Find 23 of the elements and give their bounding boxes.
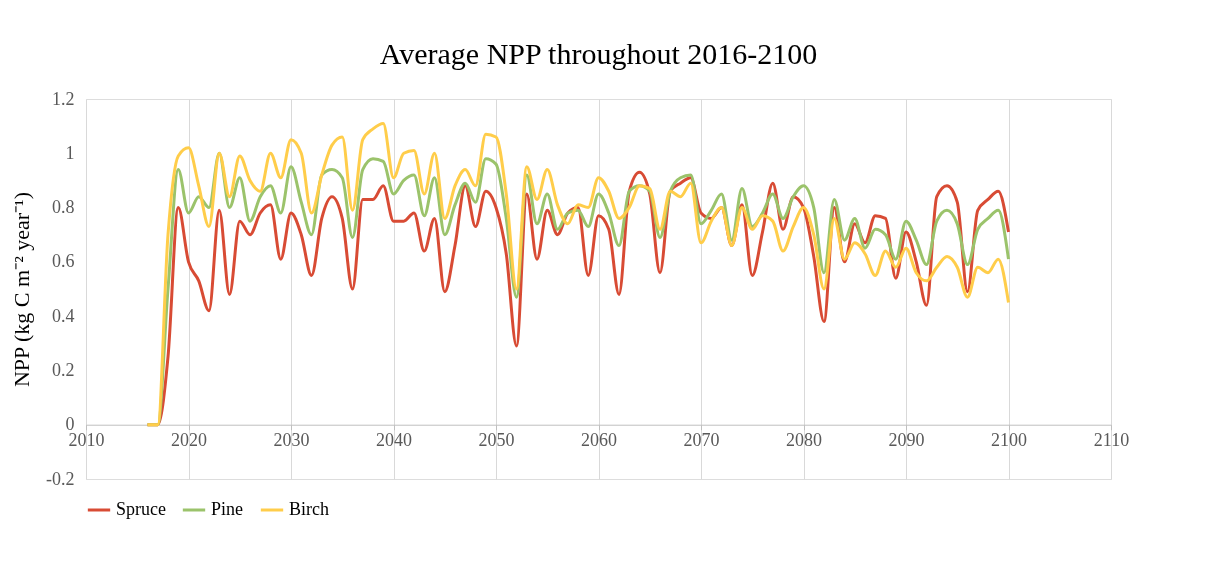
y-tick-label: 1.2 — [52, 88, 75, 109]
x-tick-label: 2040 — [376, 430, 412, 451]
y-tick-label: 0.4 — [52, 305, 75, 326]
x-tick-label: 2020 — [171, 430, 207, 451]
x-tick-label: 2090 — [888, 430, 925, 451]
x-tick-label: 2060 — [581, 430, 617, 451]
y-tick-label: -0.2 — [46, 468, 75, 489]
legend-label: Pine — [211, 499, 244, 519]
x-tick-label: 2070 — [683, 430, 720, 451]
legend-label: Birch — [289, 499, 329, 519]
x-tick-label: 2110 — [1093, 430, 1130, 451]
y-tick-label: 0.8 — [52, 197, 75, 218]
y-tick-label: 0.6 — [52, 251, 75, 272]
x-tick-label: 2010 — [68, 430, 105, 451]
x-tick-label: 2030 — [273, 430, 310, 451]
y-axis-title: NPP (kg C m⁻² year⁻¹) — [9, 191, 35, 388]
y-tick-label: 0.2 — [52, 359, 75, 380]
x-tick-label: 2050 — [478, 430, 515, 451]
y-tick-label: 1 — [65, 142, 75, 163]
legend-label: Spruce — [116, 499, 166, 519]
chart-title: Average NPP throughout 2016-2100 — [379, 37, 818, 70]
x-tick-label: 2080 — [786, 430, 822, 451]
x-tick-label: 2100 — [991, 430, 1027, 451]
